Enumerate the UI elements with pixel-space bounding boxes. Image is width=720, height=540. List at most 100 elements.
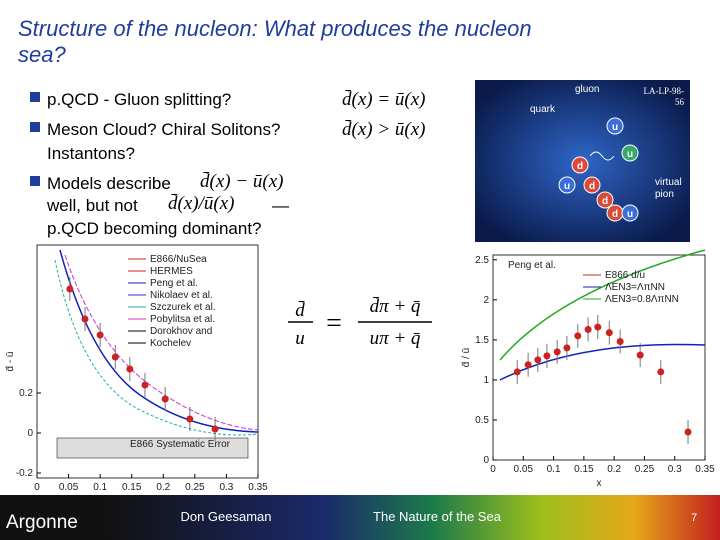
- particle-label: d: [602, 196, 608, 207]
- figure-ref: LA-LP-98-: [644, 86, 685, 96]
- note: E866 Systematic Error: [130, 439, 231, 450]
- x-tick-label: 0.05: [59, 482, 79, 493]
- particle-label: u: [627, 149, 633, 160]
- formula: u: [295, 328, 305, 349]
- bullet-icon: [30, 176, 40, 186]
- y-axis-label: d̄ / ū: [461, 348, 472, 367]
- footer: Argonne Don Geesaman The Nature of the S…: [0, 495, 720, 540]
- x-tick-label: 0.15: [122, 482, 142, 493]
- particle: [558, 176, 576, 194]
- formula: d̄(x) > ū(x): [342, 119, 426, 140]
- legend-label: ΛEN3=ΛπNN: [605, 282, 665, 293]
- logo: Argonne: [6, 512, 78, 533]
- legend-label: Kochelev: [150, 338, 191, 349]
- particle-label: u: [612, 122, 618, 133]
- plot: 00.050.10.150.20.250.30.35-0.200.2xd̄ - …: [5, 244, 268, 507]
- title: sea?: [18, 42, 66, 67]
- x-tick-label: 0.1: [93, 482, 107, 493]
- data-point: [513, 368, 521, 376]
- data-point: [111, 353, 119, 361]
- footer-bar: [0, 495, 720, 540]
- y-tick-label: 2: [483, 295, 489, 306]
- particle-label: u: [627, 209, 633, 220]
- bullet: p.QCD - Gluon splitting?: [47, 90, 231, 109]
- data-point: [186, 415, 194, 423]
- data-point: [524, 361, 532, 369]
- x-tick-label: 0.15: [574, 464, 594, 475]
- model-curve: [499, 249, 706, 361]
- title: Structure of the nucleon: What produces …: [18, 16, 532, 41]
- plot-frame: [36, 244, 259, 479]
- y-tick-label: 0: [27, 428, 33, 439]
- x-axis-label: x: [597, 478, 602, 489]
- formula: d̄(x)/ū(x): [168, 193, 234, 214]
- x-tick-label: 0.05: [514, 464, 534, 475]
- particle-label: u: [564, 181, 570, 192]
- figure-label: virtual: [655, 177, 682, 188]
- data-point: [616, 337, 624, 345]
- talk-title: The Nature of the Sea: [373, 509, 502, 524]
- particle: [596, 191, 614, 209]
- bullet: —: [272, 196, 289, 215]
- bullet: Meson Cloud? Chiral Solitons?: [47, 120, 280, 139]
- note: Peng et al.: [508, 260, 556, 271]
- legend-label: Nikolaev et al.: [150, 290, 213, 301]
- bullet-icon: [30, 92, 40, 102]
- model-curve: [64, 254, 259, 431]
- legend-label: E866/NuSea: [150, 254, 207, 265]
- particle: [606, 117, 624, 135]
- figure: udu dud ud gluon quark virtual pion LA-LP-…: [475, 80, 690, 242]
- legend-label: Szczurek et al.: [150, 302, 216, 313]
- x-tick-label: 0.25: [185, 482, 205, 493]
- bullets: p.QCD - Gluon splitting? d̄(x) = ū(x) Me…: [30, 89, 426, 238]
- data-point: [594, 323, 602, 331]
- formula: d̄(x) = ū(x): [342, 89, 426, 110]
- figure-label: pion: [655, 189, 674, 200]
- bullet: p.QCD becoming dominant?: [47, 219, 262, 238]
- gluon-line: [589, 151, 615, 161]
- particle: [621, 144, 639, 162]
- y-tick-label: 1.5: [475, 335, 489, 346]
- data-point: [141, 381, 149, 389]
- y-tick-label: 0.5: [475, 415, 489, 426]
- plot: 0 0.05 0.1 0.15 0.2 0.25 0.3 0.35 0 0.5 1 1.5 2 2.5 x d…: [461, 249, 715, 489]
- x-tick-label: 0: [490, 464, 496, 475]
- x-tick-label: 0.25: [635, 464, 655, 475]
- data-point: [96, 331, 104, 339]
- formula: uπ + q̄: [370, 328, 421, 349]
- particle: [571, 156, 589, 174]
- page-number: 7: [691, 512, 697, 524]
- bullet-icon: [30, 122, 40, 132]
- x-tick-label: 0: [34, 482, 40, 493]
- particle: [621, 204, 639, 222]
- data-point: [161, 395, 169, 403]
- particle-label: d: [589, 181, 595, 192]
- figure-label: quark: [530, 104, 556, 115]
- model-curve: [54, 259, 259, 436]
- ratio-formula: d̄ u = d̄π + q̄ uπ + q̄: [288, 296, 432, 349]
- x-tick-label: 0.35: [248, 482, 268, 493]
- data-point: [81, 315, 89, 323]
- y-tick-label: 0: [483, 455, 489, 466]
- y-tick-label: 1: [483, 375, 489, 386]
- data-point: [657, 368, 665, 376]
- legend-label: Peng et al.: [150, 278, 198, 289]
- legend-label: Dorokhov and: [150, 326, 212, 337]
- data-point: [553, 348, 561, 356]
- particle: [583, 176, 601, 194]
- bullet: well, but not: [46, 196, 138, 215]
- plot-frame: [492, 254, 706, 461]
- y-tick-label: 0.2: [19, 388, 33, 399]
- bullet: Instantons?: [47, 144, 135, 163]
- legend-label: E866 d/u: [605, 270, 645, 281]
- data-point: [66, 285, 74, 293]
- formula: d̄π + q̄: [370, 296, 421, 317]
- figure-label: gluon: [575, 84, 599, 95]
- formula: =: [326, 308, 342, 339]
- data-point: [126, 365, 134, 373]
- legend-label: Pobylitsa et al.: [150, 314, 215, 325]
- data-point: [543, 352, 551, 360]
- data-point: [211, 425, 219, 433]
- presenter: Don Geesaman: [180, 509, 271, 524]
